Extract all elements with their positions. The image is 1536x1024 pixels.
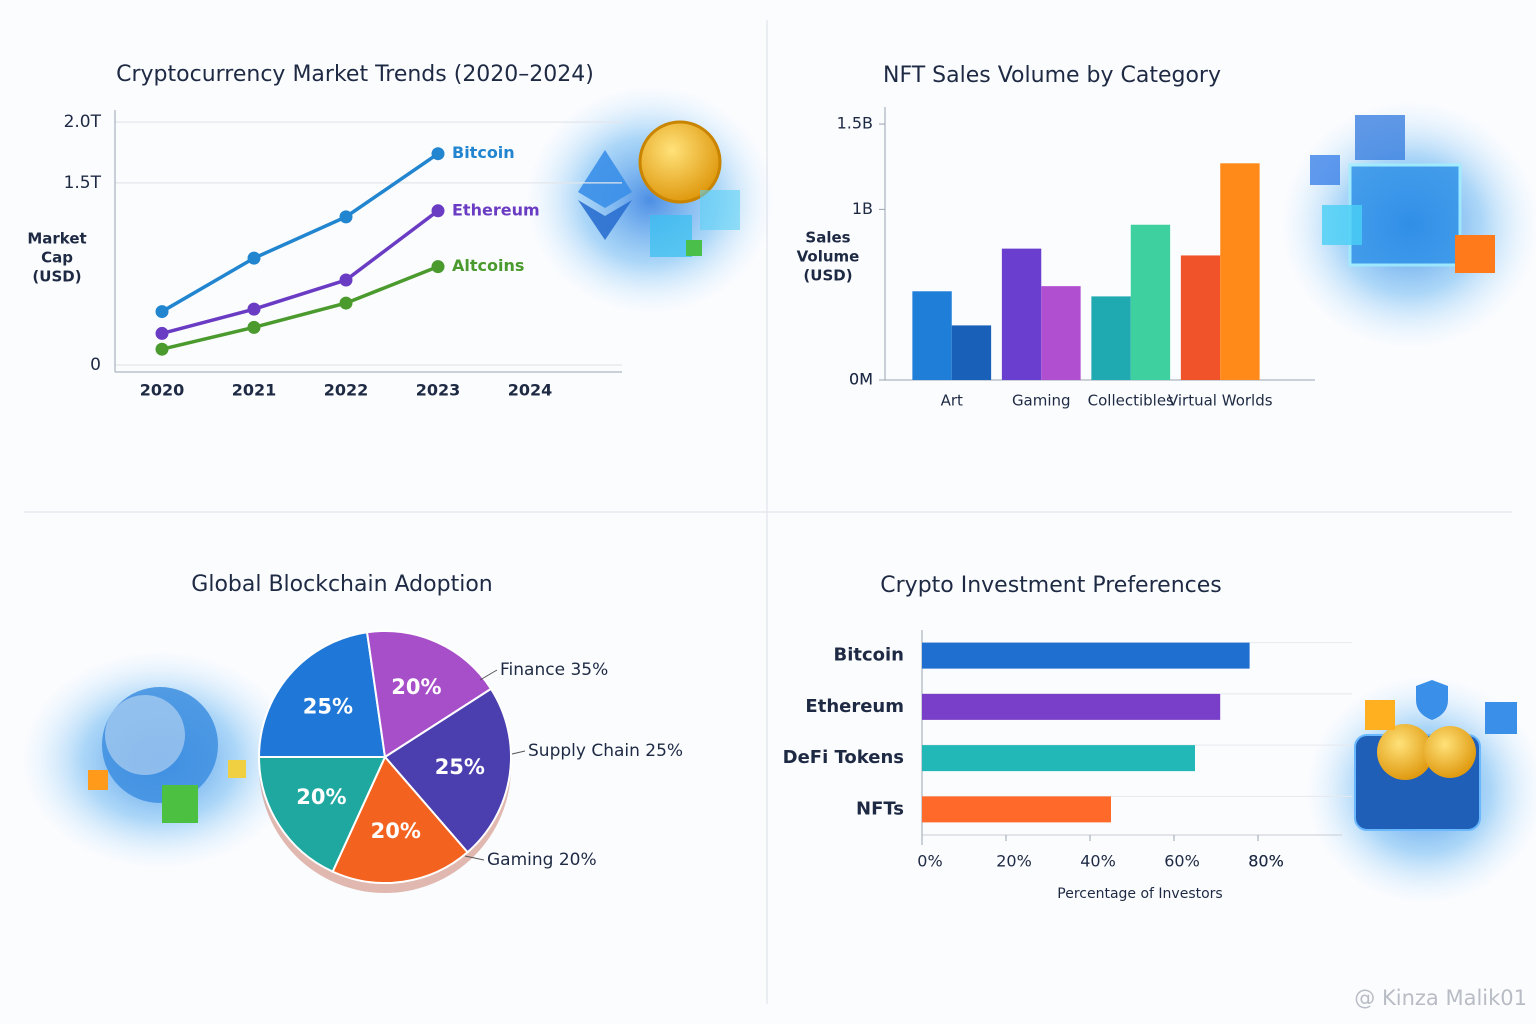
data-point [339,296,353,310]
data-point [155,342,169,356]
bar [922,796,1111,823]
data-point [339,210,353,224]
bar [1220,163,1260,380]
bar [922,745,1195,772]
y-tick-label: 0M [849,370,873,389]
illustration [525,85,775,315]
illustration [20,650,300,870]
x-tick-label: 2020 [140,381,185,400]
series-line [161,152,439,314]
x-tick-label: Art [941,392,963,410]
y-tick-label: DeFi Tokens [783,747,904,768]
data-point [431,204,445,218]
y-tick-label: Ethereum [805,696,904,717]
data-label: 25% [303,694,353,718]
series-label: Altcoins [452,256,524,275]
illustration [1280,100,1536,350]
pie-slice [257,756,387,873]
data-label: 20% [391,675,441,699]
annotation: Gaming 20% [487,850,597,870]
y-tick-label: NFTs [856,798,904,819]
series-label: Bitcoin [452,143,515,162]
x-axis-label: Percentage of Investors [1057,886,1222,902]
pie-slice [331,755,469,884]
y-tick-label: 1.5B [837,114,873,133]
chart-title: Global Blockchain Adoption [191,572,492,597]
x-tick-label: 0% [917,852,942,871]
chart-title: Cryptocurrency Market Trends (2020–2024) [116,62,594,87]
series-label: Ethereum [452,200,540,219]
y-axis-label: Sales Volume (USD) [796,228,860,285]
y-tick-label: 1B [852,199,873,218]
leader-line [479,669,498,681]
chart-title: Crypto Investment Preferences [880,573,1221,598]
chart-title: NFT Sales Volume by Category [883,63,1221,88]
x-tick-label: 80% [1248,852,1284,871]
leader-line [511,750,526,755]
data-point [155,305,169,319]
data-point [247,251,261,265]
x-tick-label: 2022 [324,381,369,400]
data-point [431,147,445,161]
watermark: @ Kinza Malik01 [1354,986,1527,1010]
data-point [339,273,353,287]
data-point [247,302,261,316]
data-label: 20% [371,819,421,843]
x-tick-label: 40% [1080,852,1116,871]
illustration [1305,675,1536,905]
bar [922,693,1221,720]
pie-slice [365,630,493,759]
y-tick-label: Bitcoin [833,645,904,666]
data-point [155,326,169,340]
data-point [431,260,445,274]
annotation: Supply Chain 25% [528,741,683,761]
x-tick-label: Gaming [1012,392,1071,410]
bar [922,642,1250,669]
pie-slice [383,687,512,854]
x-tick-label: 2023 [416,381,461,400]
bar [951,325,992,380]
y-tick-label: 2.0T [64,112,102,132]
series-line [161,265,439,351]
x-tick-label: 80% [1248,852,1284,871]
y-tick-label: 0M [849,370,873,389]
pie-slice [257,631,387,758]
annotation: Finance 35% [500,660,608,680]
bar [1130,224,1171,380]
x-tick-label: Collectibles [1088,392,1174,410]
bar [912,291,952,380]
bar [1091,296,1131,380]
data-label: 20% [296,785,346,809]
bar [1180,255,1221,380]
x-tick-label: 2024 [508,381,553,400]
x-tick-label: 20% [996,852,1032,871]
y-tick-label: 0 [90,355,101,375]
x-tick-label: Virtual Worlds [1168,392,1273,410]
leader-line [464,855,485,861]
series-line [161,209,440,336]
x-tick-label: 2021 [232,381,277,400]
data-point [247,320,261,334]
y-axis-label: Market Cap (USD) [27,229,87,286]
data-label: 25% [435,755,485,779]
y-tick-label: 1.5T [64,173,102,193]
bar [1041,286,1081,380]
bar [1001,248,1042,380]
x-tick-label: 60% [1164,852,1200,871]
